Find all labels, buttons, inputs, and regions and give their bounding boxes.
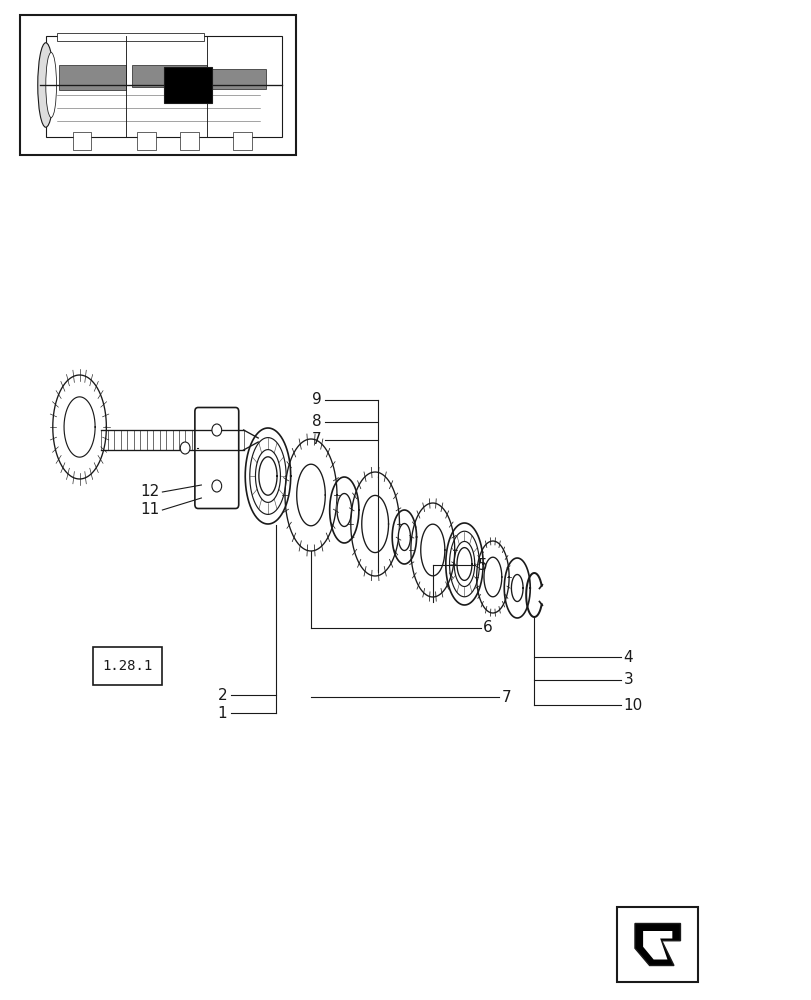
- Text: 3: 3: [623, 672, 633, 688]
- Ellipse shape: [212, 424, 221, 436]
- Polygon shape: [64, 397, 95, 457]
- Text: 8: 8: [311, 414, 321, 430]
- Ellipse shape: [45, 52, 57, 117]
- Polygon shape: [259, 457, 277, 495]
- FancyBboxPatch shape: [195, 408, 238, 508]
- Polygon shape: [445, 523, 483, 605]
- Polygon shape: [483, 557, 501, 597]
- Polygon shape: [398, 524, 410, 550]
- Bar: [233, 132, 252, 150]
- Polygon shape: [511, 575, 522, 601]
- Text: 4: 4: [623, 650, 633, 664]
- Ellipse shape: [212, 480, 221, 492]
- Polygon shape: [476, 541, 508, 613]
- Text: 1.28.1: 1.28.1: [103, 659, 152, 673]
- Bar: [93, 647, 162, 685]
- Text: 7: 7: [311, 432, 321, 448]
- Bar: [20, 15, 296, 155]
- Text: 10: 10: [623, 698, 642, 712]
- Polygon shape: [296, 464, 325, 526]
- Polygon shape: [362, 495, 388, 553]
- Text: 1: 1: [217, 706, 227, 720]
- Bar: [59, 65, 126, 90]
- Bar: [45, 36, 281, 137]
- Bar: [101, 430, 243, 450]
- Polygon shape: [350, 472, 399, 576]
- Bar: [137, 132, 156, 150]
- Bar: [72, 132, 91, 150]
- Text: 6: 6: [483, 620, 492, 636]
- Bar: [179, 132, 198, 150]
- Polygon shape: [53, 375, 106, 479]
- Polygon shape: [337, 494, 351, 526]
- Text: 9: 9: [311, 392, 321, 408]
- Bar: [57, 33, 204, 41]
- Text: 5: 5: [477, 558, 487, 572]
- Polygon shape: [634, 924, 680, 966]
- Text: 2: 2: [217, 688, 227, 702]
- Bar: [131, 65, 206, 87]
- Polygon shape: [504, 558, 530, 618]
- Ellipse shape: [180, 442, 190, 454]
- Polygon shape: [457, 548, 471, 580]
- Text: 7: 7: [501, 690, 511, 704]
- Text: 12: 12: [139, 485, 159, 499]
- Polygon shape: [285, 439, 337, 551]
- Polygon shape: [420, 524, 444, 576]
- Polygon shape: [329, 477, 358, 543]
- Polygon shape: [410, 503, 454, 597]
- Polygon shape: [245, 428, 290, 524]
- Bar: [206, 69, 265, 89]
- Bar: [164, 67, 212, 103]
- Ellipse shape: [38, 43, 54, 127]
- Text: 11: 11: [139, 502, 159, 518]
- Bar: [616, 907, 697, 982]
- Polygon shape: [642, 931, 672, 960]
- Polygon shape: [392, 510, 416, 564]
